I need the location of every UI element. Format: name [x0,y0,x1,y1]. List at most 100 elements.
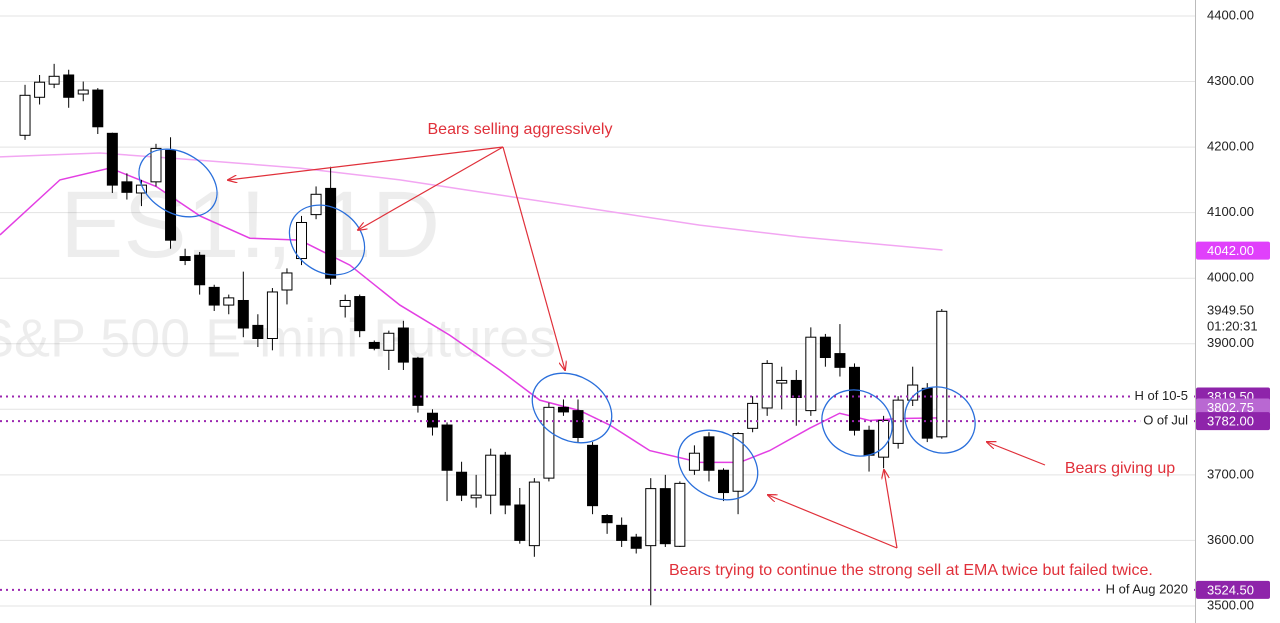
level-label: H of 10-5 [1135,388,1188,403]
candle-body [557,406,569,413]
candle-body [150,147,162,183]
ellipse [677,429,759,501]
price-tag-label: 3524.50 [1207,582,1254,597]
watermark: S&P 500 E-mini Futures [0,308,556,368]
candle-body [339,299,351,307]
y-tick-label: 3900.00 [1207,335,1254,350]
candle-body [499,454,511,506]
candle-body [106,132,118,186]
candle-body [543,406,555,479]
candle-body [485,454,497,496]
candle-body [601,514,613,524]
ellipse [288,204,366,276]
candle-body [165,149,177,241]
candle-body [848,366,860,431]
y-tick-label: 4300.00 [1207,73,1254,88]
last-price-label: 3949.50 [1207,303,1254,318]
candle-body [907,384,919,401]
candle-body [616,524,628,541]
price-tag [1196,241,1270,260]
candle-body [674,482,686,547]
price-tag [1196,580,1270,599]
candle-body [208,286,220,306]
annotations: Bears selling aggressively Bears giving … [138,121,1175,579]
candle-body [747,402,759,429]
annotation: Bears trying to continue the strong sell… [669,562,1153,579]
candle-body [441,424,453,471]
candle-body [892,399,904,444]
y-tick-label: 4100.00 [1207,204,1254,219]
candle-body [688,452,700,471]
candle-body [194,254,206,286]
arrow [502,146,565,370]
label-bg [1131,387,1191,403]
candle-body [528,481,540,547]
candle-body [368,341,380,349]
candle-body [412,357,424,406]
annotation: Bears selling aggressively [428,121,613,138]
candle-body [645,488,657,547]
ellipse [821,389,893,457]
candle-body [34,81,46,98]
price-tag [1196,412,1270,431]
last-price-tag [1196,301,1270,336]
level-label: H of Aug 2020 [1106,581,1188,596]
candle-body [19,94,31,136]
candle-body [514,504,526,541]
candle-body [732,433,744,492]
moving-average [0,167,940,464]
price-tag [1196,398,1270,417]
label-bg [1140,412,1192,428]
candle-body [834,353,846,368]
ellipse [904,386,976,454]
y-tick-label: 4200.00 [1207,139,1254,154]
candle-body [936,310,948,438]
candle-body [776,379,788,384]
candle-body [266,291,278,340]
price-tag-label: 3802.75 [1207,400,1254,415]
candle-body [863,429,875,456]
countdown: 01:20:31 [1207,319,1258,334]
candle-body [790,379,802,399]
candle-body [281,272,293,291]
candle-body [179,256,191,262]
candle-body [310,193,322,216]
y-tick-label: 3500.00 [1207,597,1254,612]
level-label: O of Jul [1143,413,1188,428]
candle-body [121,181,133,193]
annotation: Bears giving up [1065,460,1175,477]
arrow [358,146,504,230]
candle-body [63,74,75,98]
candle-body [92,89,104,128]
candle-body [761,362,773,409]
label-bg [1102,581,1191,597]
candle-body [718,469,730,494]
candle-body [397,327,409,363]
candle-body [325,187,337,279]
candle-body [703,436,715,471]
candle-body [805,336,817,412]
y-tick-label: 4000.00 [1207,270,1254,285]
candle-body [819,336,831,359]
candle-body [659,488,671,545]
candle-body [630,536,642,549]
candle-body [878,419,890,458]
candle-body [354,296,366,332]
candle-body [77,89,89,95]
arrow [987,442,1046,466]
ellipse [531,372,613,444]
ellipse [138,148,218,218]
candle-body [223,297,235,306]
arrow [768,495,898,549]
watermark: ES1!, 1D [60,172,440,278]
candle-body [587,444,599,507]
y-tick-label: 4400.00 [1207,7,1254,22]
price-tag-label: 3782.00 [1207,414,1254,429]
candle-body [456,471,468,496]
price-tag-label: 4042.00 [1207,243,1254,258]
y-tick-label: 3600.00 [1207,532,1254,547]
candle-body [296,221,308,260]
candle-body [572,410,584,438]
